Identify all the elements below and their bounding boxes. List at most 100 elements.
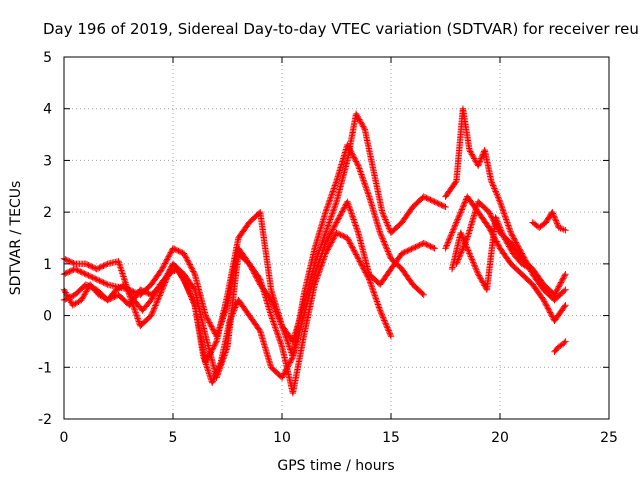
data-point: [360, 266, 368, 273]
data-point: [505, 243, 513, 250]
data-point: [384, 246, 391, 254]
data-point: [447, 232, 455, 239]
data-point: [505, 223, 513, 231]
data-point: [466, 251, 474, 259]
data-point: [335, 215, 342, 222]
data-point: [323, 247, 331, 254]
data-point: [494, 241, 502, 248]
data-point: [92, 275, 99, 282]
data-point: [552, 290, 559, 297]
data-point: [138, 287, 145, 294]
data-point: [62, 296, 69, 303]
data-point: [321, 251, 329, 259]
data-point: [376, 229, 384, 237]
data-point: [353, 159, 361, 167]
data-point: [131, 306, 138, 313]
data-point: [332, 200, 340, 207]
data-point: [427, 243, 434, 250]
data-point: [352, 249, 359, 257]
data-point: [163, 273, 170, 280]
data-point: [97, 263, 104, 271]
data-point: [82, 289, 89, 297]
data-point: [213, 374, 220, 381]
data-point: [64, 257, 72, 264]
data-point: [490, 183, 497, 191]
data-point: [554, 221, 561, 229]
data-point: [465, 248, 473, 256]
data-point: [458, 206, 466, 213]
series-track-i: [529, 208, 569, 234]
data-point: [103, 261, 110, 268]
data-point: [505, 222, 512, 229]
data-point: [361, 181, 369, 189]
data-point: [470, 153, 477, 161]
data-point: [324, 223, 331, 231]
data-point: [459, 203, 467, 210]
data-point: [166, 267, 173, 274]
data-point: [323, 238, 330, 245]
data-point: [508, 231, 515, 238]
data-point: [385, 225, 393, 232]
data-point: [143, 289, 151, 297]
data-point: [349, 214, 357, 222]
data-point: [385, 327, 392, 334]
data-point: [480, 280, 487, 288]
data-point: [382, 217, 390, 225]
data-point: [109, 294, 117, 301]
data-point: [220, 353, 228, 361]
data-point: [98, 278, 106, 286]
data-point: [401, 249, 408, 256]
data-point: [186, 290, 194, 297]
y-tick-label: -1: [38, 360, 52, 376]
data-point: [374, 299, 381, 307]
data-point: [471, 262, 478, 269]
data-point: [318, 262, 325, 269]
data-point: [86, 262, 94, 269]
data-point: [61, 287, 68, 295]
data-point: [387, 331, 394, 339]
data-point: [181, 251, 188, 259]
data-point: [476, 159, 483, 166]
data-point: [419, 290, 426, 297]
data-point: [424, 195, 431, 202]
data-point: [148, 310, 156, 318]
data-point: [385, 328, 393, 336]
data-point: [322, 208, 329, 216]
data-point: [203, 364, 211, 371]
data-point: [159, 279, 167, 287]
data-point: [62, 289, 69, 296]
data-point: [287, 346, 294, 353]
data-point: [377, 231, 384, 238]
data-point: [331, 204, 338, 211]
data-point: [541, 299, 549, 307]
data-point: [421, 194, 429, 201]
data-point: [471, 155, 478, 162]
data-point: [364, 273, 371, 280]
data-point: [412, 243, 419, 251]
data-point: [424, 241, 431, 249]
data-point: [468, 254, 475, 262]
data-point: [330, 185, 338, 192]
data-point: [209, 324, 216, 332]
data-point: [268, 315, 276, 322]
data-point: [274, 331, 282, 338]
data-point: [350, 216, 357, 223]
data-point: [100, 262, 107, 269]
data-point: [67, 258, 75, 266]
data-point: [367, 280, 374, 288]
data-point: [381, 317, 388, 324]
data-point: [375, 302, 382, 310]
data-point: [460, 202, 467, 209]
data-point: [380, 315, 387, 323]
data-point: [370, 289, 378, 296]
data-point: [495, 242, 502, 249]
data-point: [489, 180, 496, 188]
data-point: [555, 283, 563, 290]
data-point: [440, 203, 448, 210]
data-point: [368, 283, 375, 290]
data-point: [355, 255, 362, 262]
data-point: [560, 287, 568, 295]
data-point: [209, 378, 217, 385]
data-point: [356, 116, 363, 123]
x-tick-label: 25: [600, 430, 618, 446]
